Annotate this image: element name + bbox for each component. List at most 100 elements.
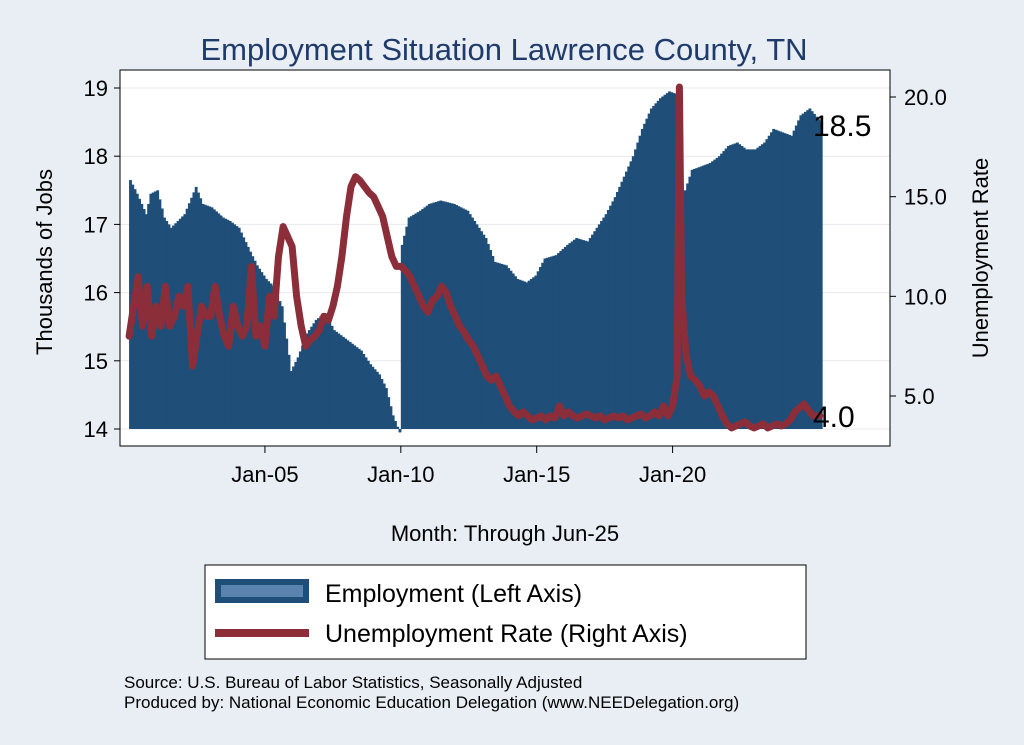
employment-bar — [656, 100, 660, 429]
employment-bar — [611, 201, 615, 429]
employment-bar — [788, 134, 791, 429]
employment-bar — [708, 163, 712, 429]
employment-bar — [769, 132, 773, 429]
employment-bar — [285, 338, 289, 429]
y-left-tick-label: 15 — [84, 349, 108, 374]
employment-bar — [355, 347, 359, 429]
employment-bar — [382, 383, 386, 429]
employment-bar — [360, 350, 363, 429]
employment-bar — [588, 238, 592, 429]
legend-swatch-employment-inner — [221, 585, 303, 597]
employment-bar — [507, 268, 511, 429]
x-tick-label: Jan-15 — [503, 462, 570, 487]
employment-bar — [776, 130, 780, 429]
employment-bar — [495, 262, 499, 429]
employment-bar — [482, 234, 486, 429]
employment-bar — [541, 262, 545, 429]
employment-bar — [568, 243, 572, 429]
employment-bar — [332, 330, 336, 429]
employment-bar — [493, 261, 497, 429]
employment-bar — [314, 319, 318, 429]
employment-bar — [527, 280, 531, 429]
employment-bar — [305, 333, 309, 429]
employment-bar — [722, 151, 726, 429]
employment-bar — [509, 270, 513, 429]
employment-bar — [550, 256, 554, 429]
employment-bar — [480, 231, 483, 429]
employment-bar — [523, 281, 526, 429]
y-right-tick-label: 15.0 — [904, 185, 947, 210]
employment-bar — [695, 168, 699, 429]
employment-bar — [421, 209, 425, 429]
employment-bar — [249, 251, 252, 429]
employment-bar — [566, 244, 570, 429]
employment-bar — [486, 244, 490, 429]
employment-bar — [448, 202, 452, 429]
employment-bar — [622, 176, 626, 429]
employment-bar — [192, 192, 196, 429]
employment-bar — [274, 290, 277, 429]
employment-bar — [765, 139, 769, 429]
employment-bar — [797, 120, 801, 430]
unemployment-end-label: 4.0 — [813, 401, 855, 434]
employment-bar — [335, 331, 339, 429]
employment-bar — [437, 201, 440, 429]
employment-end-label: 18.5 — [813, 110, 871, 143]
employment-bar — [473, 220, 477, 429]
employment-bar — [262, 275, 266, 429]
unemployment-line — [125, 83, 824, 432]
y-left-tick-label: 16 — [84, 281, 108, 306]
employment-bar — [810, 111, 814, 429]
employment-bar — [794, 125, 798, 429]
employment-bar — [604, 214, 608, 429]
employment-bar — [502, 264, 506, 429]
employment-bar — [534, 275, 538, 429]
employment-bar — [563, 246, 567, 429]
employment-bar — [373, 369, 377, 429]
employment-bar — [724, 148, 728, 429]
employment-bar — [713, 159, 717, 430]
employment-bar — [337, 333, 341, 429]
employment-bar — [668, 91, 671, 429]
employment-bar — [720, 153, 724, 429]
employment-bar — [267, 281, 271, 429]
employment-bar — [466, 210, 470, 429]
employment-bar — [672, 93, 676, 430]
employment-bar — [625, 171, 628, 430]
employment-bar — [554, 255, 558, 429]
employment-bar — [498, 263, 502, 429]
employment-bar — [255, 265, 259, 429]
employment-bar — [516, 278, 520, 429]
employment-bar — [292, 366, 295, 429]
employment-bar — [591, 234, 594, 429]
employment-bar — [715, 157, 719, 429]
employment-bar — [704, 164, 708, 430]
employment-bar — [264, 278, 268, 429]
employment-bar — [731, 144, 735, 429]
employment-bar — [686, 183, 690, 429]
employment-bar — [783, 133, 787, 429]
employment-bar — [251, 256, 255, 429]
employment-bar — [817, 119, 821, 430]
employment-bar — [665, 93, 669, 430]
employment-bar — [593, 231, 597, 429]
employment-bar — [717, 156, 721, 429]
employment-bar — [760, 144, 764, 429]
legend-label-unemployment: Unemployment Rate (Right Axis) — [325, 620, 688, 648]
axes — [114, 70, 896, 453]
employment-bar — [224, 218, 228, 429]
employment-bar — [371, 366, 375, 429]
employment-bar — [597, 224, 601, 429]
employment-bar — [645, 118, 649, 429]
employment-bar — [364, 357, 368, 429]
employment-bar — [742, 147, 746, 430]
employment-bar — [312, 323, 316, 429]
employment-bar — [298, 351, 302, 429]
employment-bar — [387, 397, 391, 429]
employment-bar — [430, 203, 434, 429]
legend: Employment (Left Axis) Unemployment Rate… — [204, 564, 807, 660]
employment-bar — [659, 98, 662, 429]
employment-bar — [763, 142, 767, 429]
employment-bar — [781, 132, 785, 429]
employment-bar — [514, 276, 517, 429]
